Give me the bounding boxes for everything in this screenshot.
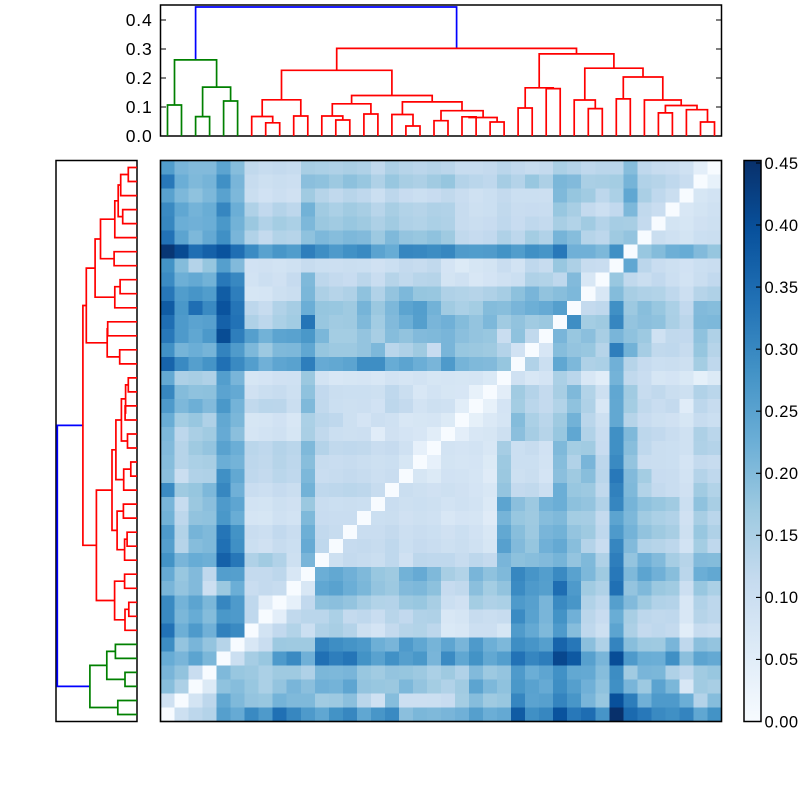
- svg-text:0.30: 0.30: [765, 341, 799, 359]
- svg-text:0.4: 0.4: [126, 10, 153, 30]
- svg-text:0.40: 0.40: [765, 217, 799, 235]
- svg-text:0.3: 0.3: [126, 39, 153, 59]
- svg-text:0.1: 0.1: [126, 97, 153, 117]
- svg-text:0.15: 0.15: [765, 527, 799, 545]
- svg-text:0.35: 0.35: [765, 279, 799, 297]
- svg-text:0.10: 0.10: [765, 589, 799, 607]
- svg-text:0.25: 0.25: [765, 403, 799, 421]
- svg-text:0.2: 0.2: [126, 68, 153, 88]
- svg-text:0.0: 0.0: [126, 126, 153, 146]
- svg-text:0.00: 0.00: [765, 713, 799, 731]
- svg-text:0.20: 0.20: [765, 465, 799, 483]
- svg-text:0.05: 0.05: [765, 651, 799, 669]
- svg-text:0.45: 0.45: [765, 155, 799, 173]
